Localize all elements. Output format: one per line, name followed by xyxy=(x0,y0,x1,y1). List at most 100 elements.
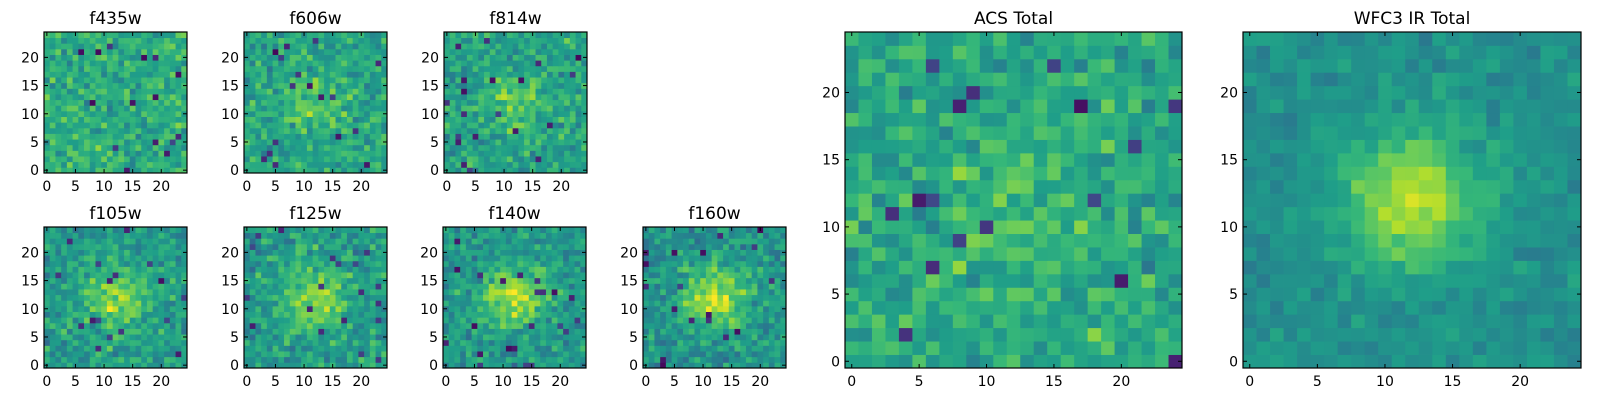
heatmap-cell xyxy=(301,83,307,89)
heatmap-cell xyxy=(570,77,576,83)
heatmap-cell xyxy=(1128,220,1142,234)
heatmap-cell xyxy=(284,122,290,128)
heatmap-cell xyxy=(136,100,142,106)
heatmap-cell xyxy=(1088,180,1102,194)
heatmap-cell xyxy=(513,60,519,66)
heatmap-cell xyxy=(176,238,182,244)
heatmap-cell xyxy=(763,227,769,233)
heatmap-cell xyxy=(307,111,313,117)
heatmap-cell xyxy=(557,233,563,239)
heatmap-cell xyxy=(67,55,73,61)
heatmap-cell xyxy=(672,340,678,346)
heatmap-cell xyxy=(912,314,926,328)
heatmap-cell xyxy=(341,261,347,267)
heatmap-cell xyxy=(512,295,518,301)
heatmap-cell xyxy=(130,334,136,340)
heatmap-cell xyxy=(313,289,319,295)
heatmap-cell xyxy=(513,38,519,44)
x-tick-label: 15 xyxy=(124,374,142,390)
heatmap-cell xyxy=(1020,274,1034,288)
heatmap-cell xyxy=(461,66,467,72)
heatmap-cell xyxy=(136,283,142,289)
heatmap-cell xyxy=(318,334,324,340)
heatmap-cell xyxy=(553,139,559,145)
heatmap-cell xyxy=(324,334,330,340)
heatmap-cell xyxy=(450,66,456,72)
heatmap-cell xyxy=(455,71,461,77)
heatmap-cell xyxy=(558,83,564,89)
heatmap-cell xyxy=(1155,247,1169,261)
heatmap-cell xyxy=(461,128,467,134)
heatmap-cell xyxy=(529,312,535,318)
heatmap-cell xyxy=(563,312,569,318)
heatmap-cell xyxy=(273,300,279,306)
heatmap-cell xyxy=(324,43,330,49)
heatmap-cell xyxy=(723,266,729,272)
heatmap-cell xyxy=(336,145,342,151)
heatmap-cell xyxy=(255,312,261,318)
heatmap-cell xyxy=(472,266,478,272)
heatmap-cell xyxy=(67,38,73,44)
heatmap-cell xyxy=(170,261,176,267)
heatmap-cell xyxy=(318,43,324,49)
heatmap-cell xyxy=(255,49,261,55)
heatmap-cell xyxy=(775,357,781,363)
heatmap-cell xyxy=(746,255,752,261)
heatmap-cell xyxy=(376,283,382,289)
heatmap-cell xyxy=(712,334,718,340)
heatmap-cell xyxy=(101,128,107,134)
heatmap-cell xyxy=(73,334,79,340)
heatmap-cell xyxy=(649,345,655,351)
heatmap-cell xyxy=(523,272,529,278)
heatmap-cell xyxy=(301,340,307,346)
heatmap-cell xyxy=(84,145,90,151)
heatmap-cell xyxy=(73,351,79,357)
heatmap-cell xyxy=(500,261,506,267)
heatmap-cell xyxy=(301,77,307,83)
heatmap-cell xyxy=(318,278,324,284)
heatmap-cell xyxy=(124,94,130,100)
heatmap-cell xyxy=(170,345,176,351)
heatmap-cell xyxy=(507,156,513,162)
heatmap-cell xyxy=(993,166,1007,180)
heatmap-cell xyxy=(899,180,913,194)
heatmap-cell xyxy=(250,145,256,151)
heatmap-cell xyxy=(67,105,73,111)
heatmap-cell xyxy=(107,66,113,72)
heatmap-cell xyxy=(576,55,582,61)
heatmap-cell xyxy=(176,66,182,72)
heatmap-cell xyxy=(78,283,84,289)
heatmap-cell xyxy=(44,100,50,106)
heatmap-cell xyxy=(518,122,524,128)
heatmap-cell xyxy=(330,122,336,128)
heatmap-cell xyxy=(1155,220,1169,234)
heatmap-cell xyxy=(564,156,570,162)
heatmap-cell xyxy=(301,278,307,284)
heatmap-cell xyxy=(170,71,176,77)
heatmap-cell xyxy=(517,283,523,289)
y-tick-label: 0 xyxy=(230,163,239,179)
heatmap-cell xyxy=(513,94,519,100)
heatmap-cell xyxy=(677,227,683,233)
heatmap-cell xyxy=(44,345,50,351)
heatmap-cell xyxy=(153,83,159,89)
heatmap-cell xyxy=(449,329,455,335)
heatmap-cell xyxy=(170,283,176,289)
heatmap-cell xyxy=(95,43,101,49)
heatmap-cell xyxy=(301,272,307,278)
heatmap-cell xyxy=(775,312,781,318)
heatmap-cell xyxy=(547,128,553,134)
heatmap-cell xyxy=(666,300,672,306)
heatmap-cell xyxy=(107,283,113,289)
panel-title: f125w xyxy=(289,204,341,224)
heatmap-cell xyxy=(746,266,752,272)
heatmap-cell xyxy=(557,340,563,346)
heatmap-cell xyxy=(347,60,353,66)
heatmap-cell xyxy=(558,162,564,168)
heatmap-cell xyxy=(147,105,153,111)
heatmap-cell xyxy=(494,317,500,323)
heatmap-cell xyxy=(689,323,695,329)
heatmap-cell xyxy=(467,32,473,38)
heatmap-cell xyxy=(307,317,313,323)
heatmap-cell xyxy=(141,233,147,239)
